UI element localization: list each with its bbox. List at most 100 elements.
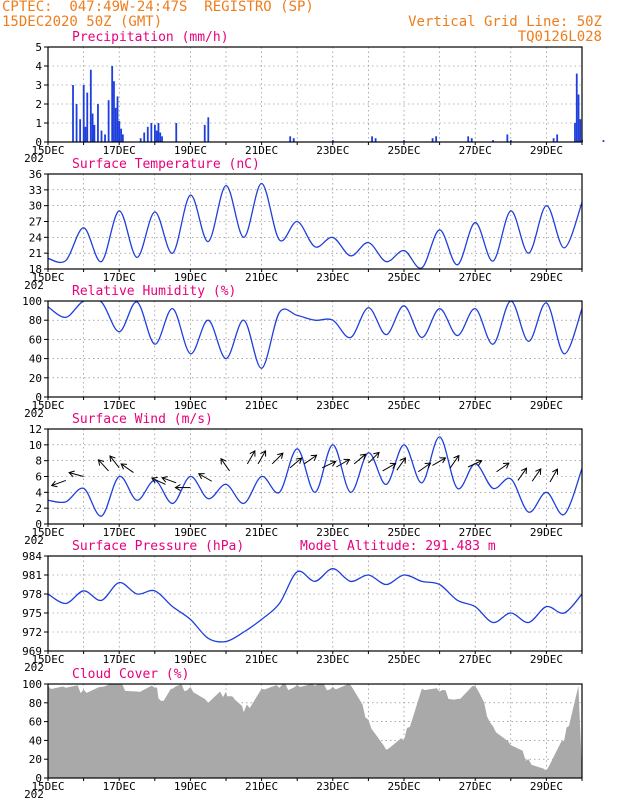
wind-arrowhead bbox=[50, 480, 58, 488]
y-tick-label: 80 bbox=[29, 697, 42, 710]
y-tick-label: 20 bbox=[29, 372, 42, 385]
precip-bar bbox=[97, 104, 99, 142]
wind-vector bbox=[336, 459, 350, 468]
precip-bar bbox=[159, 132, 162, 142]
panel-frame bbox=[47, 555, 583, 652]
wind-arrowhead bbox=[475, 459, 483, 466]
wind-arrowhead bbox=[249, 450, 256, 457]
precip-bar bbox=[120, 128, 122, 142]
y-tick-label: 2 bbox=[35, 98, 42, 111]
precip-bar bbox=[82, 85, 85, 142]
wind-arrowhead bbox=[439, 457, 447, 464]
press-series-line bbox=[48, 568, 582, 643]
y-tick-label: 4 bbox=[35, 60, 42, 73]
y-tick-label: 1 bbox=[35, 117, 42, 130]
cloud-title: Cloud Cover (%) bbox=[72, 667, 189, 682]
precip-bar bbox=[207, 117, 210, 142]
x-tick-label: 29DEC bbox=[530, 653, 563, 666]
wind-arrowhead bbox=[68, 470, 75, 478]
wind-arrowhead bbox=[552, 468, 559, 475]
precip-bar bbox=[146, 126, 149, 142]
x-tick-label: 15DEC bbox=[31, 526, 64, 539]
precip-bar bbox=[107, 100, 110, 142]
wind-vector bbox=[353, 453, 366, 465]
y-tick-label: 30 bbox=[29, 200, 42, 213]
precip-bar bbox=[577, 94, 580, 142]
precip-bar bbox=[116, 96, 119, 142]
precip-bar bbox=[121, 134, 124, 142]
wind-vector bbox=[517, 467, 527, 481]
y-tick-label: 8 bbox=[35, 455, 42, 468]
wind-arrowhead bbox=[295, 457, 303, 464]
x-tick-label: 17DEC bbox=[103, 526, 136, 539]
x-tick-label: 17DEC bbox=[103, 780, 136, 793]
wind-vector bbox=[68, 472, 84, 477]
precip-bar bbox=[114, 107, 117, 142]
y-tick-label: 978 bbox=[22, 588, 42, 601]
wind-series-line bbox=[48, 436, 582, 517]
header-station: CPTEC: 047:49W-24:47S REGISTRO (SP) bbox=[2, 0, 314, 15]
y-tick-label: 100 bbox=[22, 295, 42, 308]
precip-bar bbox=[470, 138, 473, 142]
precip-bar bbox=[435, 136, 438, 142]
wind-vector bbox=[271, 452, 284, 465]
x-tick-label: 19DEC bbox=[174, 653, 207, 666]
y-tick-label: 24 bbox=[29, 231, 43, 244]
precip-bar bbox=[157, 123, 160, 142]
x-tick-label: 15DEC bbox=[31, 144, 64, 157]
y-tick-label: 969 bbox=[22, 645, 42, 658]
y-tick-label: 10 bbox=[29, 439, 42, 452]
x-tick-label: 19DEC bbox=[174, 780, 207, 793]
precip-bar bbox=[374, 138, 377, 142]
x-tick-label: 27DEC bbox=[459, 399, 492, 412]
rh-series-line bbox=[48, 301, 582, 369]
y-tick-label: 2 bbox=[35, 502, 42, 515]
wind-vector bbox=[120, 463, 134, 473]
x-year-label: 202 bbox=[24, 534, 44, 547]
wind-arrowhead bbox=[453, 454, 460, 462]
x-tick-label: 17DEC bbox=[103, 399, 136, 412]
precip-bar bbox=[371, 136, 373, 142]
x-year-label: 202 bbox=[24, 661, 44, 674]
precip-bar bbox=[289, 136, 292, 142]
y-tick-label: 60 bbox=[29, 716, 42, 729]
x-tick-label: 21DEC bbox=[245, 653, 278, 666]
precip-bar bbox=[100, 130, 103, 142]
x-tick-label: 29DEC bbox=[530, 780, 563, 793]
x-tick-label: 25DEC bbox=[387, 780, 420, 793]
y-tick-label: 20 bbox=[29, 753, 42, 766]
panel-frame bbox=[47, 46, 583, 143]
precip-bar bbox=[552, 138, 555, 142]
x-tick-label: 23DEC bbox=[316, 653, 349, 666]
y-tick-label: 18 bbox=[29, 263, 42, 276]
y-tick-label: 6 bbox=[35, 471, 42, 484]
x-tick-label: 23DEC bbox=[316, 271, 349, 284]
precip-bar bbox=[118, 121, 121, 142]
x-tick-label: 27DEC bbox=[459, 780, 492, 793]
y-tick-label: 984 bbox=[22, 550, 42, 563]
x-tick-label: 21DEC bbox=[245, 144, 278, 157]
x-tick-label: 23DEC bbox=[316, 780, 349, 793]
wind-arrowhead bbox=[277, 452, 284, 460]
wind-vector bbox=[549, 468, 558, 483]
temp-series-line bbox=[48, 182, 582, 269]
wind-vector bbox=[496, 462, 510, 473]
wind-arrowhead bbox=[424, 462, 432, 469]
wind-arrowhead bbox=[151, 476, 158, 484]
x-tick-label: 27DEC bbox=[459, 144, 492, 157]
precip-bar bbox=[93, 124, 96, 142]
wind-vector bbox=[109, 455, 120, 469]
precip-bar bbox=[332, 140, 334, 142]
precip-bar bbox=[203, 124, 206, 142]
precip-bar bbox=[175, 123, 178, 142]
x-tick-label: 25DEC bbox=[387, 144, 420, 157]
precip-bar bbox=[104, 134, 106, 142]
y-tick-label: 0 bbox=[35, 136, 42, 149]
y-tick-label: 3 bbox=[35, 79, 42, 92]
precip-bar bbox=[89, 69, 92, 142]
press-subtitle: Model Altitude: 291.483 m bbox=[300, 539, 496, 554]
wind-vector bbox=[289, 457, 302, 469]
y-tick-label: 12 bbox=[29, 423, 42, 436]
wind-arrowhead bbox=[109, 455, 116, 462]
y-tick-label: 981 bbox=[22, 569, 42, 582]
